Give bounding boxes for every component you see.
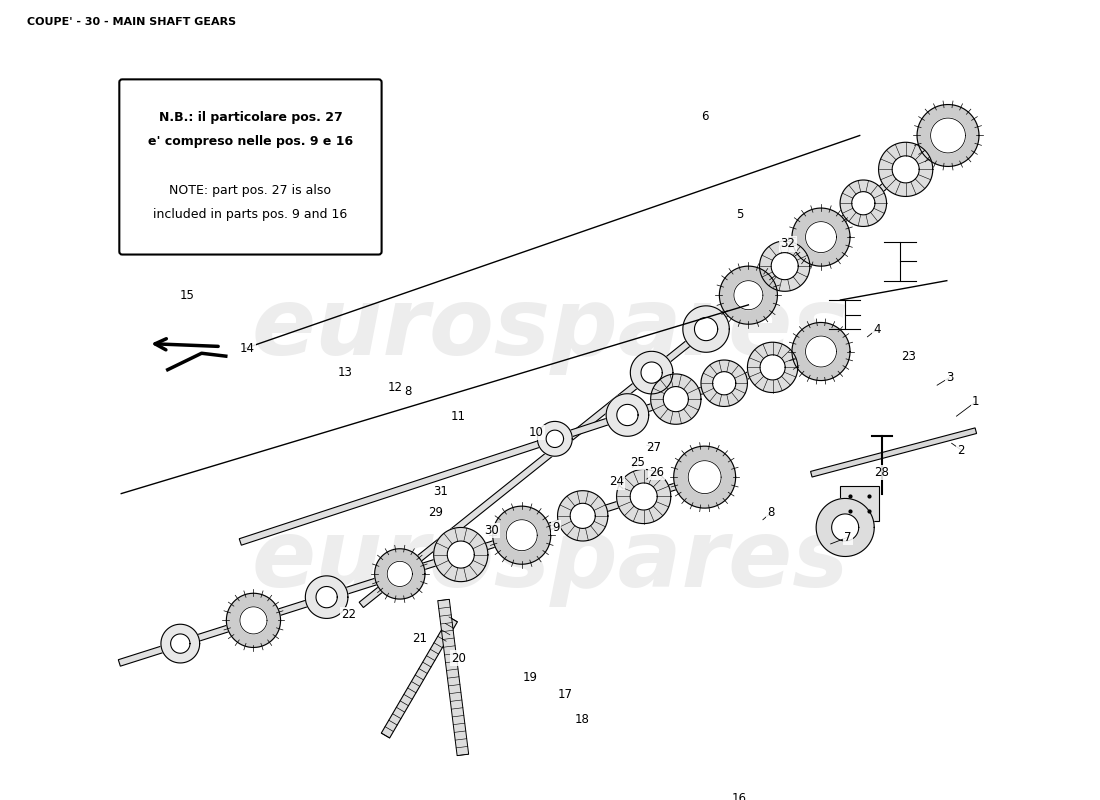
- Polygon shape: [382, 617, 458, 738]
- Text: eurospares: eurospares: [251, 283, 849, 375]
- Text: 23: 23: [901, 350, 915, 362]
- Polygon shape: [683, 306, 729, 352]
- Polygon shape: [892, 156, 920, 183]
- Polygon shape: [694, 318, 717, 341]
- Polygon shape: [663, 386, 689, 412]
- Polygon shape: [641, 362, 662, 383]
- Polygon shape: [747, 342, 798, 393]
- Text: eurospares: eurospares: [251, 515, 849, 607]
- Polygon shape: [240, 607, 267, 634]
- Polygon shape: [433, 527, 488, 582]
- Polygon shape: [816, 498, 875, 557]
- Polygon shape: [851, 192, 874, 215]
- Text: 7: 7: [845, 530, 851, 544]
- Text: 32: 32: [781, 238, 795, 250]
- Polygon shape: [771, 253, 799, 280]
- Text: 24: 24: [609, 475, 625, 489]
- Polygon shape: [811, 428, 977, 477]
- Text: 1: 1: [972, 395, 980, 408]
- Text: 9: 9: [552, 521, 560, 534]
- Text: 22: 22: [341, 608, 356, 621]
- Polygon shape: [306, 576, 348, 618]
- Polygon shape: [170, 634, 190, 654]
- Polygon shape: [546, 430, 563, 447]
- Text: 26: 26: [649, 466, 664, 478]
- FancyBboxPatch shape: [119, 79, 382, 254]
- Polygon shape: [689, 461, 722, 494]
- Text: N.B.: il particolare pos. 27: N.B.: il particolare pos. 27: [158, 111, 342, 124]
- Text: 15: 15: [179, 289, 195, 302]
- Text: 3: 3: [946, 371, 954, 384]
- Text: 11: 11: [451, 410, 465, 422]
- Polygon shape: [558, 490, 608, 541]
- Text: 28: 28: [874, 466, 890, 478]
- Polygon shape: [448, 541, 474, 568]
- Bar: [840, 486, 879, 521]
- Polygon shape: [760, 355, 785, 380]
- Polygon shape: [734, 281, 763, 310]
- Text: 19: 19: [524, 671, 538, 684]
- Polygon shape: [239, 340, 846, 545]
- Text: 13: 13: [338, 366, 352, 379]
- Text: 20: 20: [452, 652, 466, 665]
- Polygon shape: [673, 446, 736, 508]
- Text: 21: 21: [411, 632, 427, 646]
- Polygon shape: [438, 599, 469, 756]
- Polygon shape: [161, 624, 200, 663]
- Text: 4: 4: [873, 322, 881, 335]
- Text: 31: 31: [433, 485, 448, 498]
- Polygon shape: [570, 503, 595, 529]
- Polygon shape: [832, 514, 859, 541]
- Polygon shape: [360, 118, 968, 607]
- Polygon shape: [719, 266, 778, 324]
- Polygon shape: [805, 222, 836, 253]
- Polygon shape: [387, 562, 412, 586]
- Polygon shape: [759, 241, 810, 291]
- Text: 12: 12: [387, 381, 403, 394]
- Polygon shape: [119, 466, 730, 666]
- Text: 5: 5: [736, 208, 744, 222]
- Polygon shape: [805, 336, 836, 367]
- Text: 8: 8: [404, 386, 411, 398]
- Polygon shape: [792, 322, 850, 381]
- Polygon shape: [630, 351, 673, 394]
- Polygon shape: [375, 549, 425, 599]
- Polygon shape: [316, 586, 338, 608]
- Polygon shape: [538, 422, 572, 456]
- Polygon shape: [651, 374, 701, 424]
- Text: 18: 18: [574, 713, 590, 726]
- Text: 27: 27: [646, 441, 661, 454]
- Text: 10: 10: [529, 426, 543, 439]
- Polygon shape: [840, 180, 887, 226]
- Text: e' compreso nelle pos. 9 e 16: e' compreso nelle pos. 9 e 16: [147, 135, 353, 149]
- Polygon shape: [792, 208, 850, 266]
- Polygon shape: [493, 506, 551, 564]
- Text: included in parts pos. 9 and 16: included in parts pos. 9 and 16: [153, 208, 348, 221]
- Text: 8: 8: [767, 506, 774, 519]
- Polygon shape: [630, 483, 657, 510]
- Text: 30: 30: [485, 524, 499, 537]
- Text: 2: 2: [958, 443, 965, 457]
- Polygon shape: [879, 142, 933, 197]
- Text: 6: 6: [701, 110, 708, 122]
- Text: 25: 25: [629, 456, 645, 469]
- Polygon shape: [606, 394, 649, 436]
- Polygon shape: [917, 105, 979, 166]
- Polygon shape: [617, 404, 638, 426]
- Text: 16: 16: [732, 792, 746, 800]
- Text: COUPE' - 30 - MAIN SHAFT GEARS: COUPE' - 30 - MAIN SHAFT GEARS: [28, 18, 236, 27]
- Text: 17: 17: [558, 688, 573, 702]
- Polygon shape: [227, 594, 280, 647]
- Text: NOTE: part pos. 27 is also: NOTE: part pos. 27 is also: [169, 184, 331, 197]
- Text: 29: 29: [428, 506, 443, 519]
- Polygon shape: [701, 360, 747, 406]
- Polygon shape: [506, 520, 537, 550]
- Polygon shape: [931, 118, 966, 153]
- Polygon shape: [713, 372, 736, 395]
- Polygon shape: [617, 470, 671, 523]
- Text: 14: 14: [240, 342, 254, 355]
